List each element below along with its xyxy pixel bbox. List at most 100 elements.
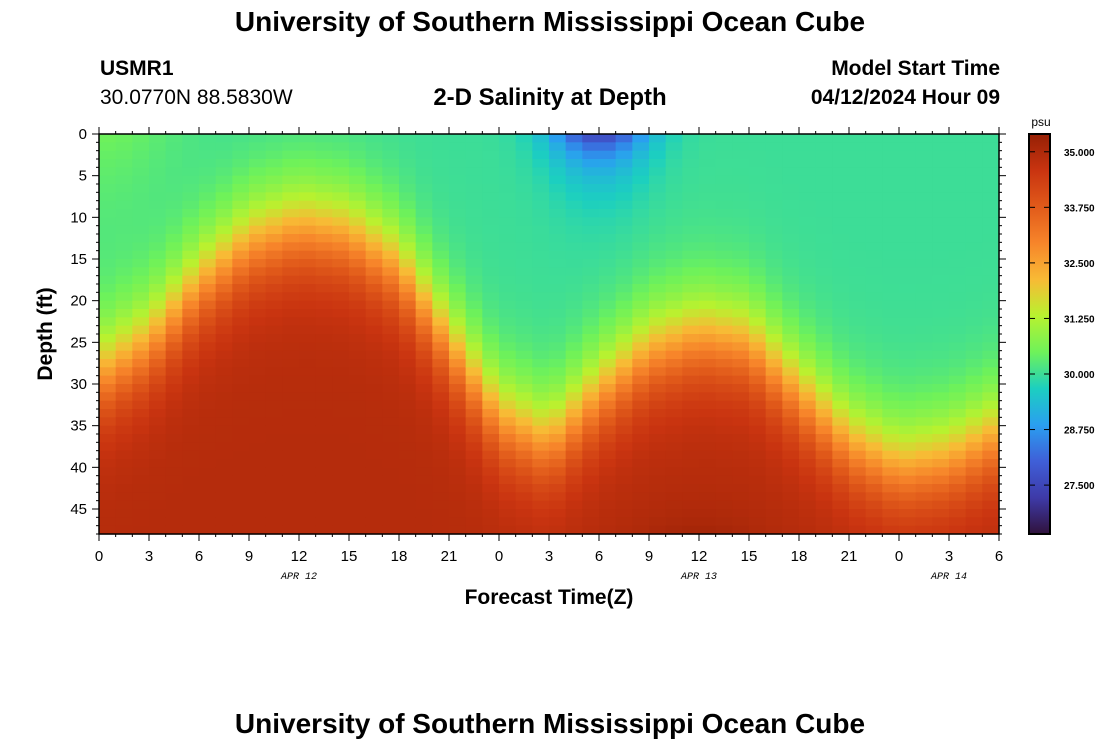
heatmap-cell (782, 367, 800, 377)
heatmap-cell (599, 434, 617, 443)
heatmap-cell (832, 275, 850, 285)
heatmap-cell (915, 325, 933, 335)
heatmap-cell (149, 225, 167, 235)
heatmap-cell (832, 492, 850, 502)
heatmap-cell (915, 342, 933, 352)
heatmap-cell (582, 342, 600, 352)
heatmap-cell (882, 509, 900, 518)
heatmap-cell (332, 309, 350, 318)
heatmap-cell (399, 509, 417, 518)
heatmap-cell (432, 192, 450, 202)
heatmap-cell (99, 184, 117, 193)
heatmap-cell (382, 442, 400, 452)
heatmap-cell (849, 434, 867, 443)
heatmap-cell (115, 434, 133, 443)
heatmap-cell (715, 475, 733, 485)
heatmap-cell (899, 200, 917, 210)
colorbar-tick-label: 32.500 (1064, 259, 1095, 270)
heatmap-cell (932, 200, 950, 210)
heatmap-cell (799, 200, 817, 210)
heatmap-cell (449, 434, 467, 443)
heatmap-cell (549, 525, 567, 535)
heatmap-cell (215, 525, 233, 535)
heatmap-cell (665, 159, 683, 168)
heatmap-cell (365, 409, 383, 418)
heatmap-cell (315, 500, 333, 510)
heatmap-cell (465, 500, 483, 510)
heatmap-cell (982, 300, 1000, 310)
x-tick-label: 6 (195, 548, 203, 565)
heatmap-cell (499, 350, 517, 360)
heatmap-cell (215, 350, 233, 360)
heatmap-cell (765, 525, 783, 535)
heatmap-cell (865, 517, 883, 527)
heatmap-cell (599, 359, 617, 368)
heatmap-cell (332, 467, 350, 477)
heatmap-cell (849, 309, 867, 318)
heatmap-cell (949, 284, 967, 293)
heatmap-cell (915, 450, 933, 460)
heatmap-cell (299, 250, 317, 260)
heatmap-cell (815, 359, 833, 368)
heatmap-cell (99, 150, 117, 160)
heatmap-cell (432, 325, 450, 335)
heatmap-cell (665, 367, 683, 377)
heatmap-cell (899, 267, 917, 277)
heatmap-cell (132, 309, 150, 318)
heatmap-cell (365, 284, 383, 293)
heatmap-cell (432, 517, 450, 527)
heatmap-cell (132, 234, 150, 243)
heatmap-cell (315, 492, 333, 502)
heatmap-cell (182, 150, 200, 160)
heatmap-cell (815, 392, 833, 402)
heatmap-cell (532, 267, 550, 277)
heatmap-cell (799, 167, 817, 177)
heatmap-cell (232, 459, 250, 468)
heatmap-cell (932, 442, 950, 452)
heatmap-cell (649, 359, 667, 368)
heatmap-cell (765, 334, 783, 343)
heatmap-cell (682, 525, 700, 535)
heatmap-cell (982, 267, 1000, 277)
heatmap-cell (565, 159, 583, 168)
heatmap-cell (432, 375, 450, 385)
heatmap-cell (332, 509, 350, 518)
heatmap-cell (715, 175, 733, 185)
x-tick-label: 0 (95, 548, 103, 565)
heatmap-cell (482, 417, 500, 427)
heatmap-cell (949, 384, 967, 393)
heatmap-cell (715, 167, 733, 177)
y-tick-label: 10 (70, 209, 87, 226)
heatmap-cell (965, 167, 983, 177)
heatmap-cell (349, 200, 367, 210)
heatmap-cell (432, 367, 450, 377)
heatmap-cell (415, 192, 433, 202)
heatmap-cell (232, 342, 250, 352)
heatmap-cell (765, 159, 783, 168)
heatmap-cell (132, 300, 150, 310)
heatmap-cell (182, 517, 200, 527)
heatmap-cell (432, 175, 450, 185)
heatmap-cell (549, 200, 567, 210)
heatmap-cell (332, 517, 350, 527)
heatmap-cell (565, 167, 583, 177)
heatmap-cell (432, 284, 450, 293)
heatmap-cell (899, 217, 917, 227)
heatmap-cell (465, 342, 483, 352)
heatmap-cell (415, 250, 433, 260)
heatmap-cell (165, 384, 183, 393)
heatmap-cell (465, 317, 483, 327)
heatmap-cell (465, 509, 483, 518)
model-start-label: Model Start Time (831, 57, 1000, 80)
heatmap-cell (915, 275, 933, 285)
heatmap-cell (282, 284, 300, 293)
heatmap-cell (449, 484, 467, 493)
heatmap-cell (965, 500, 983, 510)
heatmap-cell (365, 167, 383, 177)
heatmap-cell (949, 134, 967, 143)
heatmap-cell (865, 342, 883, 352)
heatmap-cell (849, 417, 867, 427)
heatmap-cell (782, 167, 800, 177)
heatmap-cell (115, 450, 133, 460)
